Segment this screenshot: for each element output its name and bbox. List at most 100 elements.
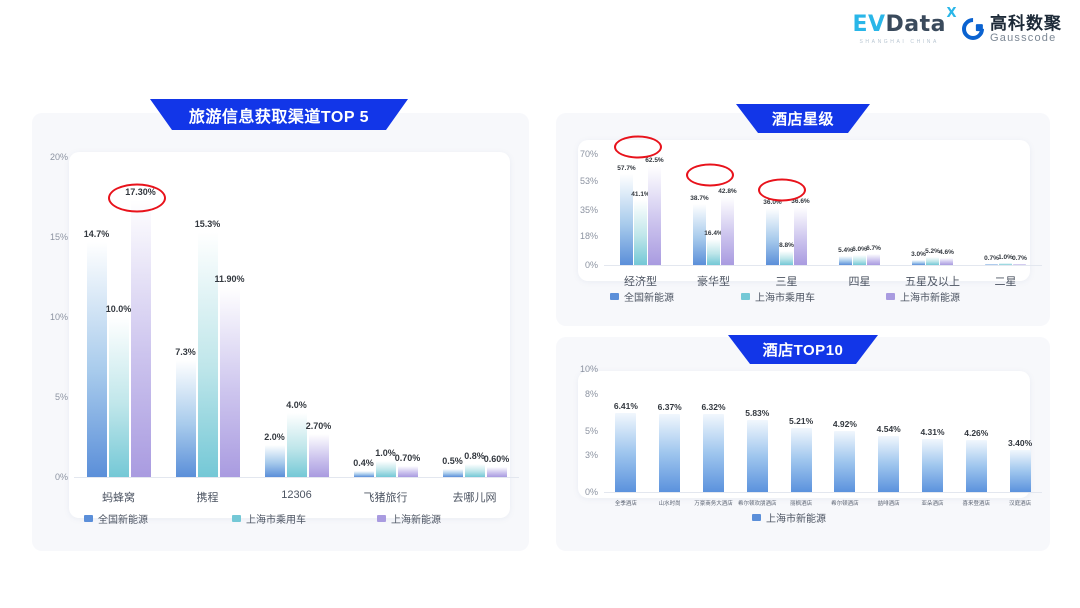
evdata-tagline: SHANGHAI CHINA [859, 39, 939, 45]
evdata-logo: EVData X SHANGHAI CHINA [852, 7, 956, 45]
legend-label: 上海市新能源 [900, 293, 960, 304]
bar [965, 439, 987, 492]
y-axis-tick: 0% [584, 487, 598, 497]
bar-value-label: 4.26% [964, 427, 989, 438]
x-axis-label: 万豪商务大酒店 [694, 501, 733, 507]
legend-item[interactable]: 上海市新能源 [752, 510, 826, 525]
title-hotel-top10: 酒店TOP10 [728, 335, 878, 364]
bar-value-label: 4.92% [832, 419, 857, 430]
legend-label: 全国新能源 [624, 293, 674, 304]
legend-swatch-icon [752, 514, 761, 521]
bar [707, 238, 720, 265]
x-axis-label: 汉庭酒店 [1009, 501, 1032, 507]
x-axis-label: 经济型 [624, 276, 657, 288]
bar-value-label: 1.0% [375, 448, 396, 458]
y-axis-tick: 0% [54, 472, 68, 482]
bar [780, 251, 793, 265]
bar-value-label: 41.1% [631, 190, 650, 198]
highlight-ellipse [614, 135, 662, 159]
legend-label: 上海新能源 [391, 515, 441, 526]
x-axis-label: 携程 [196, 492, 219, 504]
legend-label: 上海市乘用车 [755, 293, 815, 304]
x-axis-label: 希尔顿酒店 [831, 501, 859, 507]
bar-value-label: 1.0% [998, 254, 1013, 262]
bar [839, 256, 852, 265]
bar-value-label: 62.5% [645, 156, 664, 164]
legend-item[interactable]: 上海市乘用车 [232, 511, 306, 526]
legend-item[interactable]: 上海市新能源 [886, 289, 960, 304]
x-axis-line [74, 477, 519, 478]
legend-label: 上海市新能源 [766, 514, 826, 525]
bar-value-label: 6.37% [657, 401, 682, 412]
bar [130, 200, 151, 477]
bar [286, 413, 307, 477]
bar [175, 360, 196, 477]
x-axis-label: 丽枫酒店 [790, 501, 813, 507]
bar [794, 206, 807, 265]
legend-item[interactable]: 上海新能源 [377, 511, 441, 526]
evdata-data-text: Data [885, 12, 946, 37]
bar-value-label: 5.21% [789, 415, 814, 426]
title-hotel-star: 酒店星级 [736, 104, 870, 133]
evdata-x-mark: X [946, 6, 957, 21]
bar [746, 420, 768, 492]
bar [397, 465, 418, 477]
legend-item[interactable]: 全国新能源 [84, 511, 148, 526]
legend-label: 上海市乘用车 [246, 515, 306, 526]
y-axis-tick: 70% [579, 149, 598, 159]
legend-swatch-icon [610, 293, 619, 300]
bar-value-label: 3.40% [1008, 438, 1033, 449]
bar [464, 464, 485, 477]
bar-value-label: 15.3% [194, 219, 221, 230]
x-axis-label: 亚朵酒店 [921, 501, 944, 507]
legend-item[interactable]: 上海市乘用车 [741, 289, 815, 304]
bar [922, 438, 943, 492]
y-axis-tick: 5% [584, 425, 598, 436]
chart-hotel-star: 70% 53% 35% 18% 0% 57.7% 41.1% 62.5% 经济型 38.7% 16.… [556, 113, 1050, 326]
x-axis-label: 喜来登酒店 [962, 501, 991, 507]
bar-value-label: 4.6% [939, 248, 954, 256]
bar [264, 445, 285, 477]
chart-travel-channels: 20% 15% 10% 5% 0% 14.7% 10.0% 17.30% 蚂蜂窝 7.3% 15.3… [32, 113, 529, 551]
highlight-ellipse [686, 163, 734, 187]
bar-value-label: 10.0% [105, 304, 132, 314]
x-axis-label: 五星及以上 [905, 276, 960, 288]
bar-value-label: 2.70% [305, 420, 332, 431]
bar-value-label: 4.0% [286, 400, 307, 410]
bar-value-label: 6.41% [613, 401, 638, 412]
bar [926, 256, 939, 265]
bar-value-label: 0.8% [464, 451, 485, 462]
bar-value-label: 11.90% [214, 273, 245, 284]
gausscode-mark-icon [957, 13, 989, 46]
y-axis-tick: 15% [49, 232, 68, 242]
bar [615, 413, 637, 492]
x-axis-label: 12306 [281, 489, 312, 501]
y-axis-tick: 3% [584, 450, 598, 461]
bar [721, 197, 734, 265]
chart-hotel-top10: 10% 8% 5% 3% 0% 6.41% 全季酒店 6.37% 山水时尚 6.32% 万豪商务大酒… [556, 337, 1050, 551]
bar-value-label: 57.7% [617, 164, 636, 172]
bar-value-label: 6.0% [852, 246, 867, 254]
bar-value-label: 16.4% [704, 229, 723, 237]
bar-value-label: 8.8% [779, 242, 794, 250]
x-axis-label: 四星 [848, 276, 871, 288]
bar-value-label: 14.7% [83, 228, 110, 239]
legend-item[interactable]: 全国新能源 [610, 289, 674, 304]
gausscode-logo: 高科数聚 Gausscode [957, 13, 1062, 46]
bar-value-label: 36.0% [763, 198, 782, 206]
x-axis-label: 三星 [775, 276, 798, 288]
y-axis-tick: 35% [579, 204, 598, 215]
bar-value-label: 0.7% [984, 254, 999, 262]
bar [1009, 450, 1031, 492]
bar [1013, 263, 1026, 265]
bar-value-label: 0.70% [394, 452, 421, 463]
bar-value-label: 38.7% [690, 194, 709, 202]
bar-value-label: 17.30% [125, 187, 156, 198]
bar [834, 431, 856, 492]
gausscode-cn-name: 高科数聚 [990, 13, 1062, 33]
bar-value-label: 0.60% [483, 454, 510, 465]
y-axis-tick: 20% [49, 152, 68, 162]
gausscode-text: 高科数聚 Gausscode [990, 13, 1062, 44]
gausscode-en-name: Gausscode [990, 31, 1057, 44]
y-axis-tick: 10% [579, 364, 598, 374]
